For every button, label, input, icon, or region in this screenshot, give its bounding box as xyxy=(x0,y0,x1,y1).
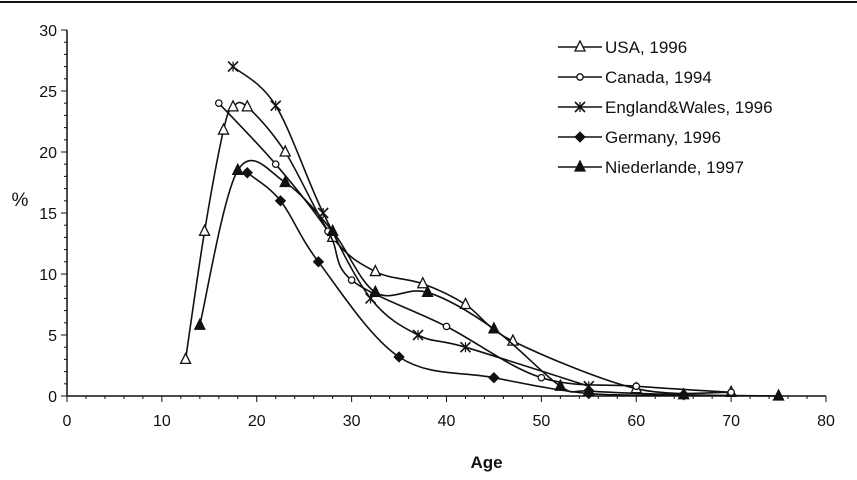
legend-label: Canada, 1994 xyxy=(605,68,712,87)
series-2 xyxy=(214,99,735,397)
data-point xyxy=(369,264,382,277)
y-tick-label: 15 xyxy=(39,206,57,223)
data-point xyxy=(227,61,239,73)
data-point xyxy=(347,276,356,284)
data-point xyxy=(416,276,429,289)
x-tick-label: 30 xyxy=(343,413,361,430)
legend-marker xyxy=(574,101,586,113)
y-tick-label: 0 xyxy=(48,389,57,406)
data-point xyxy=(369,284,382,297)
x-tick-label: 80 xyxy=(817,413,835,430)
legend-marker xyxy=(573,159,587,172)
data-point xyxy=(442,322,451,331)
data-point xyxy=(231,162,244,175)
legend-marker xyxy=(576,73,584,81)
x-axis-title: Age xyxy=(470,453,502,472)
data-point xyxy=(677,387,690,400)
series-layer xyxy=(179,61,785,401)
data-point xyxy=(274,195,287,207)
data-point xyxy=(241,167,253,179)
data-point xyxy=(554,378,567,391)
series-line xyxy=(218,102,732,394)
axes: 0 5 10 15 20 25 30 0 10 20 30 40 50 60 70 80 xyxy=(39,23,835,430)
y-axis-title: % xyxy=(12,190,29,211)
data-point xyxy=(582,383,595,396)
legend-marker xyxy=(574,131,586,143)
data-point xyxy=(241,99,254,112)
legend-label: Germany, 1996 xyxy=(605,128,721,147)
data-point xyxy=(198,223,211,236)
data-point xyxy=(632,382,641,391)
data-point xyxy=(459,297,472,310)
legend-item: England&Wales, 1996 xyxy=(558,98,773,117)
data-point xyxy=(488,371,500,384)
legend-marker xyxy=(573,39,587,52)
data-point xyxy=(179,351,192,365)
series-3 xyxy=(227,61,595,392)
y-tick-label: 20 xyxy=(39,145,57,162)
data-point xyxy=(487,321,500,334)
data-point xyxy=(214,99,223,108)
x-tick-label: 70 xyxy=(722,413,740,430)
data-point xyxy=(459,341,472,353)
data-point xyxy=(226,99,240,112)
data-point xyxy=(393,351,405,363)
data-point xyxy=(279,175,292,188)
legend-item: Niederlande, 1997 xyxy=(558,158,744,177)
legend: USA, 1996 Canada, 1994 England&Wales, 1996… xyxy=(558,38,773,177)
series-line xyxy=(246,172,684,396)
legend-item: Canada, 1994 xyxy=(558,68,712,87)
data-point xyxy=(421,284,434,297)
legend-item: Germany, 1996 xyxy=(558,128,721,147)
series-line xyxy=(232,65,590,387)
data-point xyxy=(271,160,280,169)
series-4 xyxy=(241,167,690,401)
data-point xyxy=(279,144,292,157)
data-point xyxy=(217,122,230,135)
data-point xyxy=(270,100,282,112)
x-tick-label: 10 xyxy=(153,413,171,430)
legend-item: USA, 1996 xyxy=(558,38,687,57)
x-tick-label: 50 xyxy=(532,413,550,430)
data-point xyxy=(772,388,785,401)
y-tick-label: 10 xyxy=(39,267,57,284)
y-tick-label: 25 xyxy=(39,84,57,101)
data-point xyxy=(312,256,325,268)
data-point xyxy=(193,317,206,330)
data-point xyxy=(537,373,546,382)
y-tick-label: 5 xyxy=(48,328,57,345)
data-point xyxy=(326,223,339,236)
data-point xyxy=(727,388,735,397)
x-tick-label: 20 xyxy=(248,413,266,430)
legend-label: Niederlande, 1997 xyxy=(605,158,744,177)
y-tick-label: 30 xyxy=(39,23,57,40)
series-line xyxy=(199,159,779,397)
x-tick-label: 0 xyxy=(63,413,72,430)
legend-label: England&Wales, 1996 xyxy=(605,98,773,117)
legend-label: USA, 1996 xyxy=(605,38,687,57)
data-point xyxy=(412,329,424,341)
series-5 xyxy=(193,159,785,401)
x-tick-label: 60 xyxy=(627,413,645,430)
x-tick-label: 40 xyxy=(438,413,456,430)
